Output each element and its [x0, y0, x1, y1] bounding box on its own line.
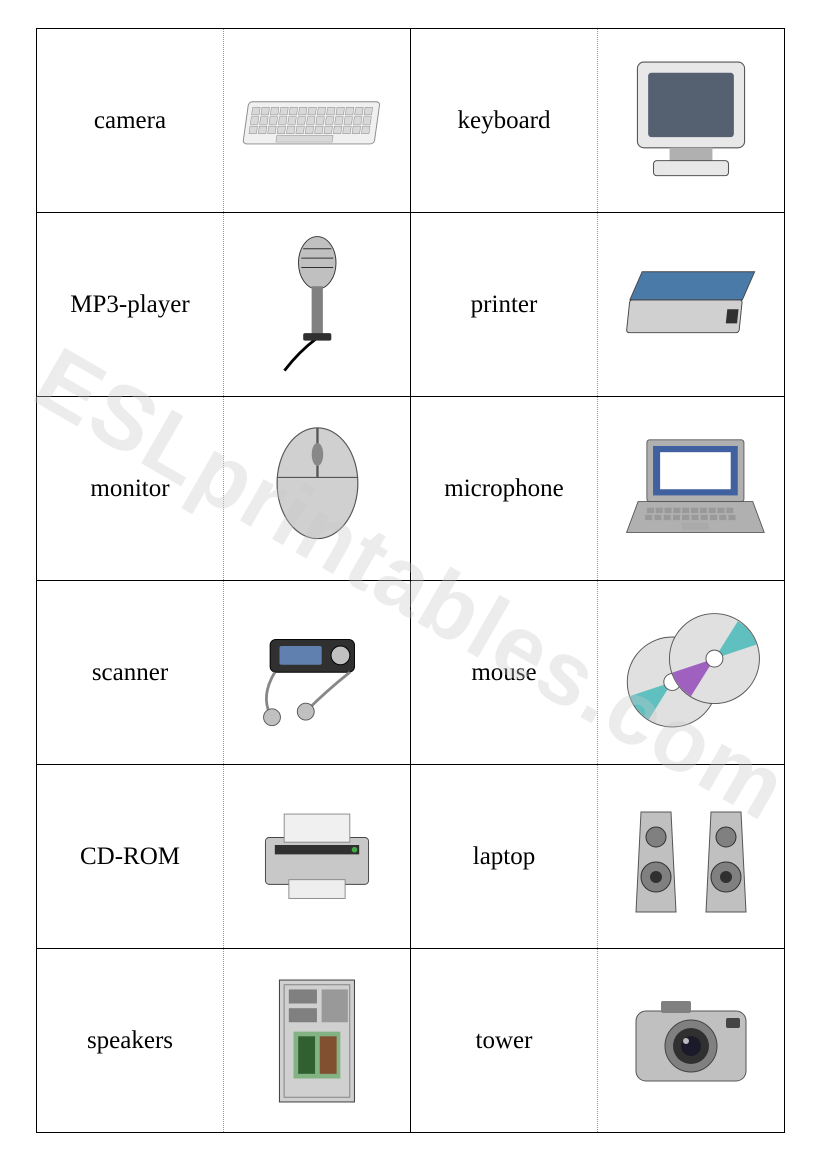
vocab-image-cell	[224, 213, 411, 397]
vocab-image-cell	[224, 397, 411, 581]
vocab-image-cell	[224, 581, 411, 765]
mp3-player-icon	[224, 581, 410, 764]
vocab-image-cell	[598, 949, 785, 1133]
vocab-image-cell	[598, 765, 785, 949]
microphone-icon	[224, 213, 410, 396]
grid-body: camera keyboard MP3-player printer	[37, 29, 785, 1133]
vocab-image-cell	[598, 213, 785, 397]
tower-icon	[224, 949, 410, 1132]
vocab-image-cell	[224, 765, 411, 949]
keyboard-icon	[224, 29, 410, 212]
vocab-label: printer	[411, 213, 598, 397]
vocab-label: mouse	[411, 581, 598, 765]
table-row: scanner mouse	[37, 581, 785, 765]
monitor-icon	[598, 29, 784, 212]
scanner-icon	[598, 213, 784, 396]
vocab-label: monitor	[37, 397, 224, 581]
vocab-label: keyboard	[411, 29, 598, 213]
laptop-icon	[598, 397, 784, 580]
vocab-image-cell	[598, 581, 785, 765]
mouse-icon	[224, 397, 410, 580]
vocab-label: camera	[37, 29, 224, 213]
vocab-label: microphone	[411, 397, 598, 581]
vocab-label: CD-ROM	[37, 765, 224, 949]
vocabulary-matching-grid: camera keyboard MP3-player printer	[36, 28, 785, 1133]
vocab-label: scanner	[37, 581, 224, 765]
table-row: camera keyboard	[37, 29, 785, 213]
table-row: speakers tower	[37, 949, 785, 1133]
table-row: CD-ROM laptop	[37, 765, 785, 949]
speakers-icon	[598, 765, 784, 948]
vocab-image-cell	[598, 397, 785, 581]
table-row: MP3-player printer	[37, 213, 785, 397]
vocab-label: speakers	[37, 949, 224, 1133]
camera-icon	[598, 949, 784, 1132]
vocab-label: tower	[411, 949, 598, 1133]
table-row: monitor microphone	[37, 397, 785, 581]
vocab-image-cell	[224, 29, 411, 213]
vocab-label: MP3-player	[37, 213, 224, 397]
vocab-label: laptop	[411, 765, 598, 949]
vocab-image-cell	[598, 29, 785, 213]
printer-icon	[224, 765, 410, 948]
vocab-image-cell	[224, 949, 411, 1133]
cdrom-icon	[598, 581, 784, 764]
